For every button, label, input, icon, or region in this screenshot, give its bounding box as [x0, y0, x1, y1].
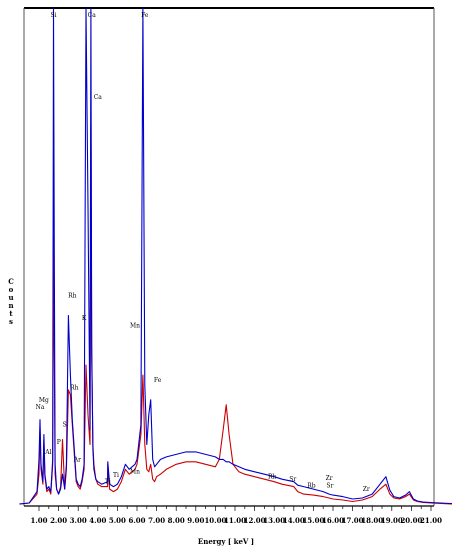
- peak-label: Rh: [68, 293, 77, 300]
- peak-label: Ar: [73, 456, 81, 463]
- peak-label: K: [82, 315, 87, 322]
- peak-label: Mn: [130, 322, 140, 329]
- x-tick-label: 12.00: [244, 516, 266, 525]
- peak-label: Fe: [154, 377, 162, 384]
- x-axis-label: Energy [ keV ]: [197, 537, 255, 546]
- peak-label: Ca: [94, 94, 103, 101]
- peak-label: Rb: [307, 483, 316, 490]
- peak-label: Fe: [141, 12, 149, 19]
- x-tick-label: 7.00: [148, 516, 165, 525]
- peak-label: Mn: [130, 469, 140, 476]
- x-tick-label: 21.00: [420, 516, 442, 525]
- peak-label: P: [57, 439, 61, 446]
- x-tick-label: 6.00: [128, 516, 145, 525]
- peak-label: Rh: [70, 384, 79, 391]
- series-layer: [19, 7, 452, 505]
- peak-label: Ti: [113, 472, 119, 479]
- x-tick-label: 9.00: [187, 516, 204, 525]
- x-axis-ticks: 1.00 2.00 3.00 4.00 5.00 6.00 7.00 8.00 9.00 10.0…: [30, 506, 442, 525]
- series-line-2: [19, 7, 452, 505]
- x-tick-label: 2.00: [50, 516, 67, 525]
- x-tick-label: 10.00: [204, 516, 226, 525]
- x-tick-label: 8.00: [168, 516, 185, 525]
- peak-label: Zr: [363, 486, 370, 493]
- x-tick-label: 14.00: [283, 516, 305, 525]
- x-tick-label: 16.00: [322, 516, 344, 525]
- peak-label: Sr: [326, 483, 333, 490]
- peak-label: Al: [44, 449, 51, 456]
- x-tick-label: 13.00: [263, 516, 285, 525]
- x-tick-label: 15.00: [302, 516, 324, 525]
- peak-label: S: [63, 422, 67, 429]
- peak-label: Ti: [105, 479, 111, 486]
- peak-label: Zr: [326, 475, 333, 482]
- peak-label: Na: [36, 404, 45, 411]
- x-tick-label: 18.00: [361, 516, 383, 525]
- x-tick-label: 4.00: [89, 516, 106, 525]
- x-tick-label: 19.00: [381, 516, 403, 525]
- x-tick-label: 3.00: [70, 516, 87, 525]
- plot-frame: [23, 7, 435, 507]
- peak-label: Ca: [88, 12, 97, 19]
- x-tick-label: 5.00: [109, 516, 126, 525]
- peak-label: Rh: [268, 474, 277, 481]
- x-tick-label: 11.00: [224, 516, 246, 525]
- x-tick-label: 1.00: [30, 516, 47, 525]
- x-tick-label: 20.00: [400, 516, 422, 525]
- peak-label: Mg: [39, 397, 49, 404]
- peak-label: Si: [50, 12, 56, 19]
- x-tick-label: 17.00: [342, 516, 364, 525]
- peak-label: Sr: [289, 476, 296, 483]
